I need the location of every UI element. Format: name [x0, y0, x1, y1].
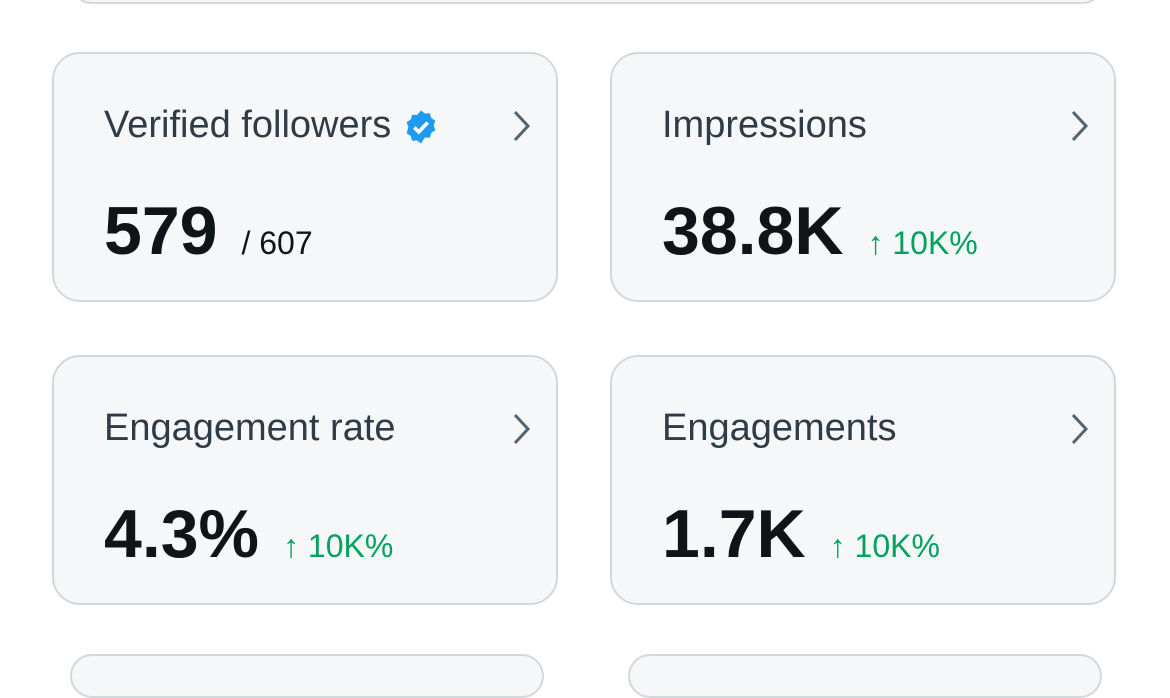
value-change: ↑ 10K% [283, 528, 394, 564]
card-value: 4.3% ↑ 10K% [104, 495, 393, 573]
value-text: 4.3% [104, 496, 259, 572]
value-text: 38.8K [662, 193, 844, 269]
card-label: Verified followers [104, 104, 439, 147]
card-value: 1.7K ↑ 10K% [662, 495, 940, 573]
verified-badge [406, 110, 436, 144]
value-total: / 607 [241, 225, 313, 261]
card-label: Engagements [662, 407, 897, 450]
label-text: Verified followers [104, 104, 392, 146]
chevron [513, 110, 531, 142]
value-change: ↑ 10K% [867, 225, 978, 261]
chevron [1071, 413, 1089, 445]
stat-card[interactable]: Engagement rate 4.3% ↑ 10K% [52, 355, 558, 605]
card-edge [628, 654, 1102, 698]
chevron [513, 413, 531, 445]
card-value: 579 / 607 [104, 192, 313, 270]
label-text: Engagements [662, 407, 897, 449]
stat-card[interactable]: Engagements 1.7K ↑ 10K% [610, 355, 1116, 605]
stat-card[interactable]: Verified followers 579 / 607 [52, 52, 558, 302]
card-value: 38.8K ↑ 10K% [662, 192, 978, 270]
page: {"cards": [ {"label": "Verified follower… [52, 0, 1116, 698]
label-text: Engagement rate [104, 407, 396, 449]
card-label: Engagement rate [104, 407, 396, 450]
label-text: Impressions [662, 104, 867, 146]
stat-card[interactable]: Impressions 38.8K ↑ 10K% [610, 52, 1116, 302]
value-change: ↑ 10K% [829, 528, 940, 564]
value-text: 1.7K [662, 496, 806, 572]
card-label: Impressions [662, 104, 867, 147]
value-text: 579 [104, 193, 218, 269]
card-edge [70, 654, 544, 698]
chevron [1071, 110, 1089, 142]
card-edge [70, 0, 1104, 4]
